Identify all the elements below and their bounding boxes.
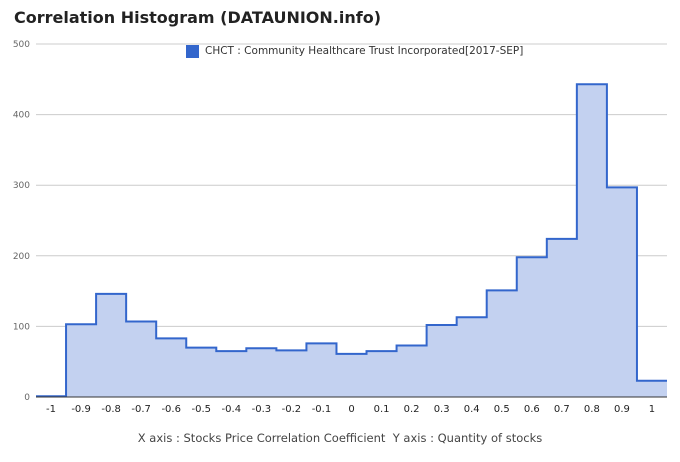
x-tick-label: 0.2 (404, 404, 420, 415)
y-tick-label: 200 (13, 252, 30, 262)
x-tick-label: -0.6 (161, 404, 181, 415)
x-tick-label: 0.8 (584, 404, 600, 415)
histogram-bin (126, 321, 156, 397)
x-tick-label: 0.5 (494, 404, 510, 415)
x-tick-label: 1 (649, 404, 655, 415)
y-tick-label: 500 (13, 40, 30, 50)
legend-label: CHCT : Community Healthcare Trust Incorp… (205, 45, 524, 57)
series-area-fill (36, 84, 667, 397)
histogram-bin (306, 343, 336, 397)
x-tick-label: 0.3 (434, 404, 450, 415)
histogram-bin (276, 350, 306, 397)
histogram-bin (186, 348, 216, 397)
histogram-bin (547, 239, 577, 397)
histogram-bin (96, 294, 126, 397)
histogram-bin (517, 257, 547, 397)
legend: CHCT : Community Healthcare Trust Incorp… (186, 44, 523, 58)
x-tick-label: -0.4 (222, 404, 242, 415)
x-tick-label: -0.8 (101, 404, 121, 415)
y-tick-label: 300 (13, 181, 30, 191)
series-area (36, 83, 667, 398)
x-tick-label: -0.2 (282, 404, 302, 415)
chart-title: Correlation Histogram (DATAUNION.info) (14, 8, 381, 27)
y-tick-label: 100 (13, 322, 30, 332)
x-tick-label: 0.1 (374, 404, 390, 415)
x-tick-label: 0.7 (554, 404, 570, 415)
x-tick-label: 0.9 (614, 404, 630, 415)
histogram-bin (246, 348, 276, 397)
axis-caption: X axis : Stocks Price Correlation Coeffi… (137, 431, 543, 445)
tick-labels: 0 100 200 300 400 500 -1 -0.9 -0.8 -0.7 -0.6 -0.5 -0… (13, 40, 655, 415)
x-tick-label: 0.4 (464, 404, 480, 415)
histogram-bin (457, 317, 487, 397)
histogram-bin (216, 351, 246, 397)
x-tick-label: -1 (46, 404, 56, 415)
histogram-bin (336, 354, 366, 397)
histogram-bin (397, 345, 427, 397)
histogram-bin (607, 187, 637, 397)
x-tick-label: -0.1 (312, 404, 332, 415)
histogram-bin (637, 381, 667, 397)
legend-swatch (186, 44, 199, 58)
histogram-bin (66, 324, 96, 397)
y-tick-label: 0 (24, 393, 30, 403)
series-step-line (36, 83, 667, 398)
x-tick-label: 0 (348, 404, 354, 415)
x-tick-label: -0.3 (252, 404, 272, 415)
x-tick-label: -0.5 (192, 404, 212, 415)
histogram-bin (577, 84, 607, 397)
y-tick-label: 400 (13, 111, 30, 121)
x-tick-label: -0.9 (71, 404, 91, 415)
histogram-bin (156, 338, 186, 397)
histogram-bin (367, 351, 397, 397)
x-tick-label: 0.6 (524, 404, 540, 415)
histogram-bin (487, 290, 517, 397)
x-tick-label: -0.7 (131, 404, 151, 415)
histogram-bin (427, 325, 457, 397)
